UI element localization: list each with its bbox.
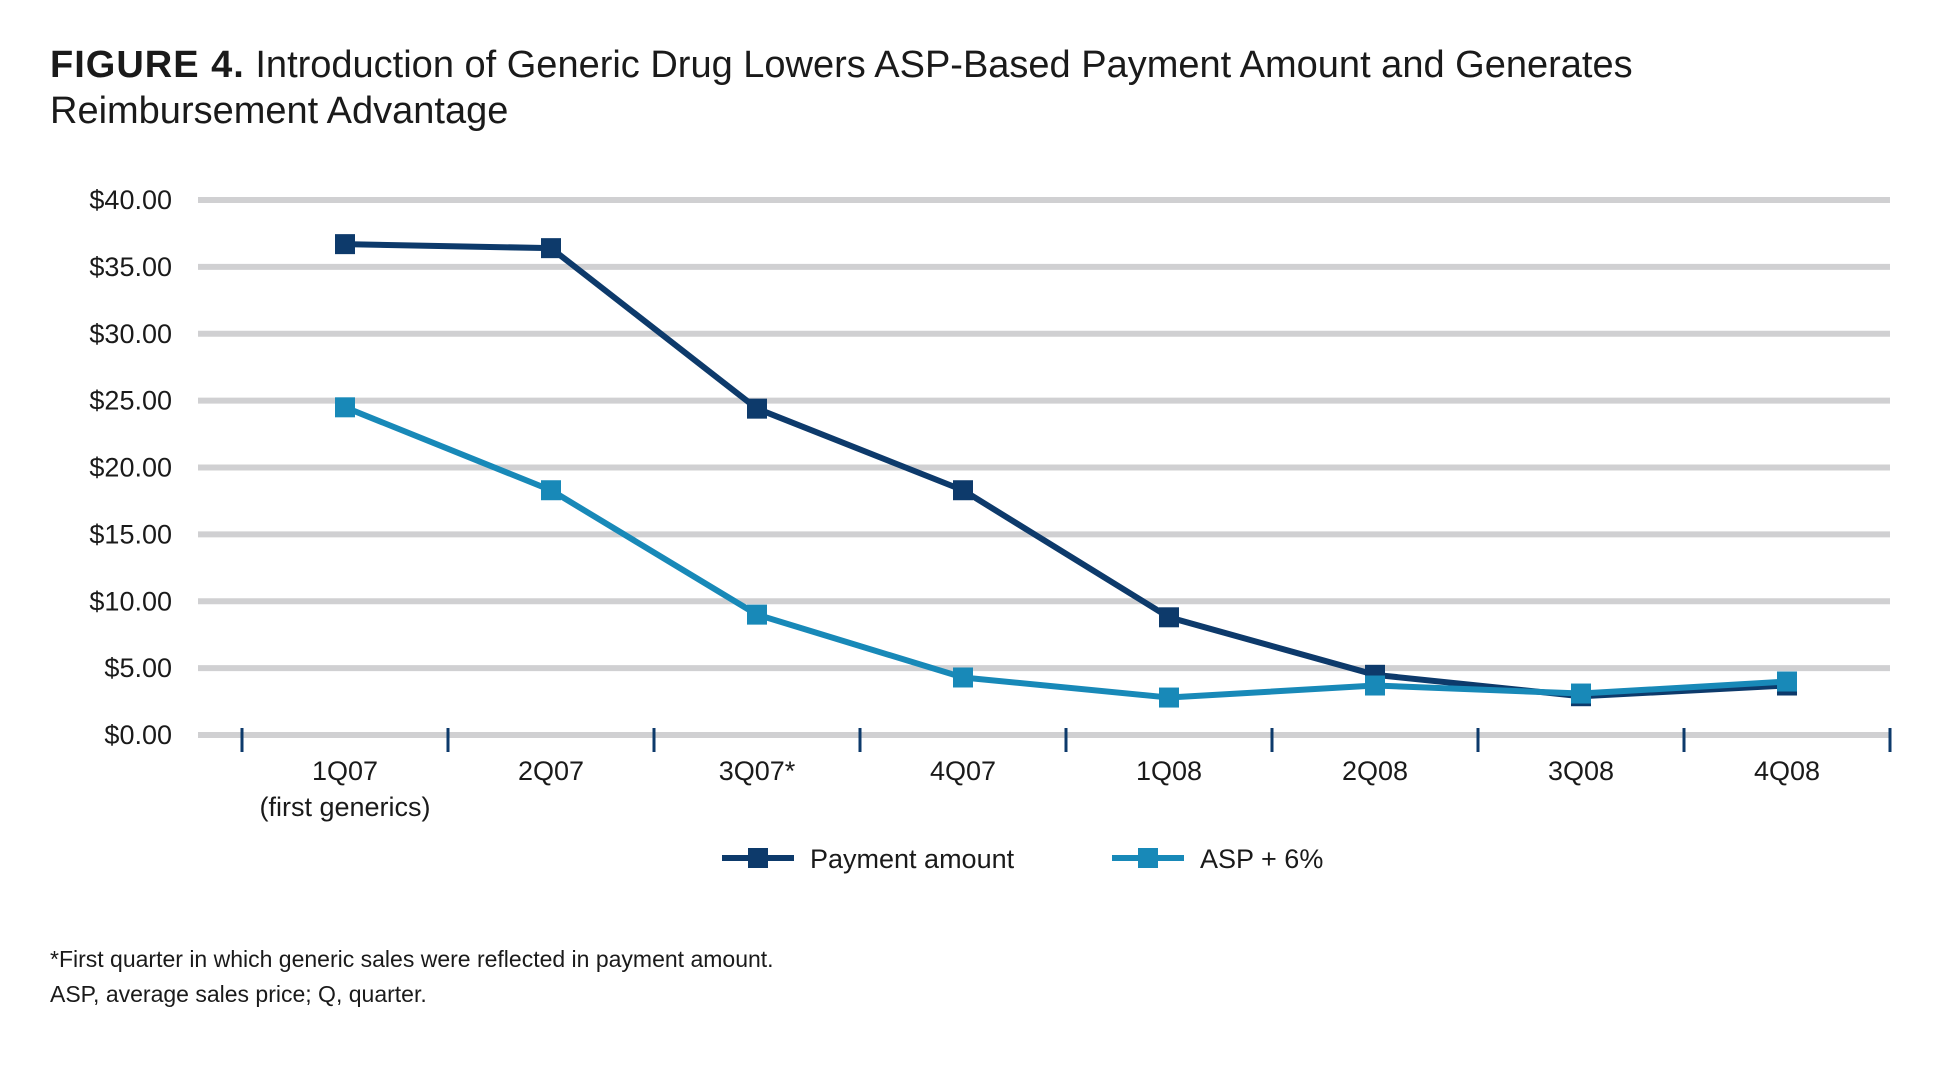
y-tick-label: $5.00 (104, 653, 172, 683)
data-point: ASP + 6%: 18.3 (541, 480, 561, 501)
footnote-abbreviations: ASP, average sales price; Q, quarter. (50, 981, 427, 1007)
legend-label: ASP + 6% (1200, 844, 1323, 874)
footnote-asterisk: *First quarter in which generic sales we… (50, 946, 774, 972)
x-tick-label: (first generics) (259, 792, 430, 822)
footnotes: *First quarter in which generic sales we… (50, 942, 774, 1012)
y-tick-label: $20.00 (89, 453, 172, 483)
x-tick-label: 2Q07 (518, 756, 584, 786)
y-tick-label: $35.00 (89, 252, 172, 282)
figure-title: FIGURE 4. Introduction of Generic Drug L… (50, 42, 1850, 134)
x-tick-label: 4Q08 (1754, 756, 1820, 786)
y-tick-label: $40.00 (89, 185, 172, 215)
x-tick-label: 2Q08 (1342, 756, 1408, 786)
x-tick-label: 1Q07 (312, 756, 378, 786)
data-point: Payment amount: 36.7 (335, 234, 355, 255)
data-point: ASP + 6%: 24.5 (335, 397, 355, 418)
y-tick-label: $30.00 (89, 319, 172, 349)
data-point: Payment amount: 36.4 (541, 238, 561, 259)
data-point: ASP + 6%: 3.7 (1365, 675, 1385, 696)
figure-label: FIGURE 4. (50, 44, 245, 86)
legend-swatch-marker (1138, 848, 1158, 868)
series-line (343, 404, 1788, 701)
data-point: Payment amount: 18.3 (953, 480, 973, 501)
x-tick-label: 1Q08 (1136, 756, 1202, 786)
line-chart: $0.00 $5.00 $10.00 $15.00 $20.00 $25.00 $30.00… (89, 185, 1892, 874)
legend-label: Payment amount (810, 844, 1015, 874)
y-tick-label: $25.00 (89, 386, 172, 416)
figure-title-line1: Introduction of Generic Drug Lowers ASP-… (255, 44, 1633, 86)
data-point: ASP + 6%: 4.3 (953, 667, 973, 688)
data-point: ASP + 6%: 9 (747, 604, 767, 625)
data-point: ASP + 6%: 3.1 (1571, 683, 1591, 704)
data-point: ASP + 6%: 4 (1777, 671, 1797, 692)
x-tick-label: 3Q08 (1548, 756, 1614, 786)
y-tick-label: $0.00 (104, 720, 172, 750)
data-point: Payment amount: 24.4 (747, 398, 767, 419)
y-tick-label: $15.00 (89, 519, 172, 549)
data-point: Payment amount: 8.8 (1159, 607, 1179, 628)
y-tick-label: $10.00 (89, 586, 172, 616)
x-tick-label: 4Q07 (930, 756, 996, 786)
legend-swatch-marker (748, 848, 768, 868)
x-tick-label: 3Q07* (719, 756, 796, 786)
data-point: ASP + 6%: 2.8 (1159, 687, 1179, 708)
figure-title-line2: Reimbursement Advantage (50, 90, 509, 132)
